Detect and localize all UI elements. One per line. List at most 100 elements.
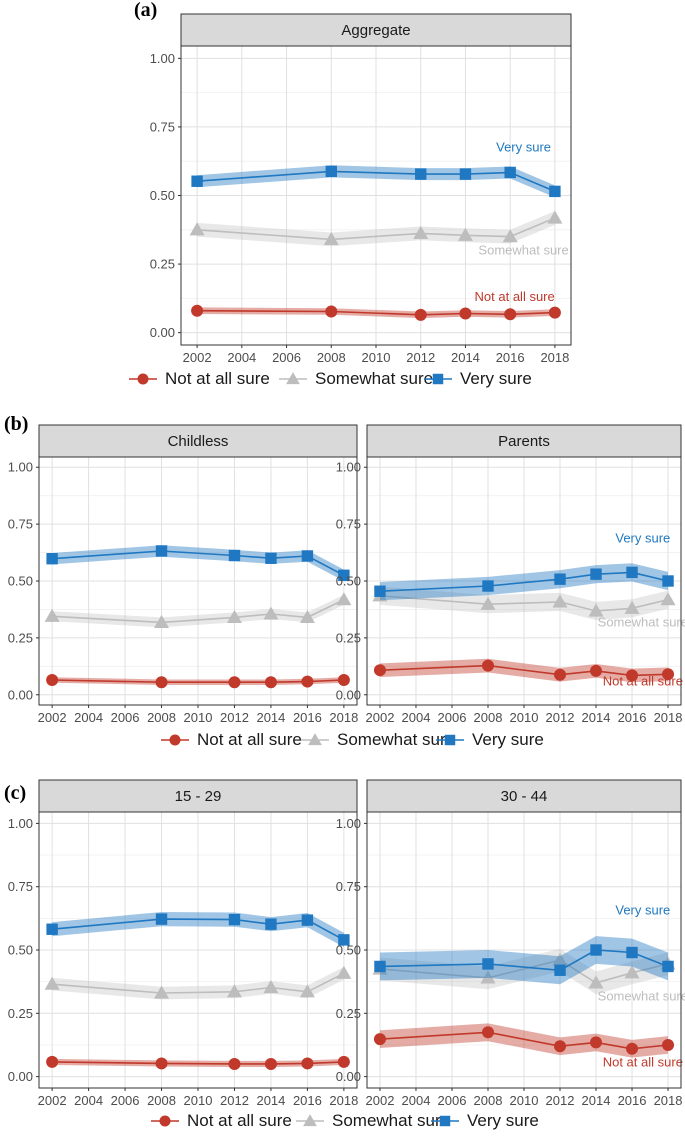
- x-tick-label: 2002: [183, 350, 212, 365]
- series-some: [44, 965, 352, 1000]
- series-some: Somewhat sure: [372, 948, 685, 1004]
- series-line: [379, 949, 669, 972]
- legend-key-not: [137, 373, 149, 385]
- data-point: [228, 913, 241, 926]
- y-tick-label: 0.75: [150, 119, 175, 134]
- x-tick-label: 2004: [74, 1093, 103, 1108]
- data-point: [155, 545, 168, 557]
- x-tick-label: 2016: [293, 710, 322, 725]
- gridlines: [181, 46, 571, 345]
- data-point: [481, 1026, 494, 1039]
- data-point: [374, 585, 386, 597]
- series-line: [197, 309, 555, 316]
- x-tick-label: 2016: [618, 710, 647, 725]
- x-tick-label: 2002: [38, 1093, 67, 1108]
- facet-title: Childless: [168, 433, 229, 450]
- facet-title: 15 - 29: [175, 788, 222, 805]
- series-line: [52, 598, 345, 624]
- data-point: [588, 975, 604, 989]
- data-point: [337, 673, 350, 686]
- y-tick-label: 1.00: [336, 460, 361, 475]
- x-tick-label: 2016: [293, 1093, 322, 1108]
- data-point: [264, 1057, 277, 1070]
- legend-key-not: [159, 1115, 171, 1127]
- x-tick-label: 2014: [582, 710, 611, 725]
- y-tick-label: 0.75: [8, 517, 33, 532]
- y-axis: 0.00 0.25 0.50 0.75 1.00: [336, 816, 367, 1084]
- x-tick-label: 2006: [438, 710, 467, 725]
- x-tick-label: 2012: [220, 710, 249, 725]
- series-line: [379, 571, 669, 592]
- facet-strip: [366, 424, 682, 458]
- x-tick-label: 2018: [329, 1093, 358, 1108]
- panel-letter: (c): [4, 782, 26, 804]
- x-tick-label: 2004: [74, 710, 103, 725]
- data-point: [189, 222, 205, 236]
- data-point: [373, 1033, 386, 1046]
- panel-0: Aggregate Not at all sure Somewhat sure Ver…: [150, 13, 572, 365]
- legend: Not at all sure Somewhat sure Very sure: [129, 369, 532, 388]
- legend-key-some: [303, 1114, 317, 1127]
- x-tick-label: 2010: [510, 710, 539, 725]
- data-point: [154, 614, 170, 629]
- gridlines: [39, 812, 357, 1088]
- data-point: [191, 175, 203, 187]
- series-some: Somewhat sure: [189, 210, 569, 257]
- data-point: [554, 573, 566, 585]
- legend-key-not: [169, 734, 181, 746]
- legend-key-very: [432, 373, 444, 385]
- series-annotation: Very sure: [615, 903, 670, 918]
- series-very: Very sure: [191, 140, 561, 198]
- y-tick-label: 0.75: [336, 879, 361, 894]
- legend-label-some: Somewhat sure: [332, 1111, 450, 1130]
- legend-label-very: Very sure: [467, 1111, 539, 1130]
- y-tick-label: 0.25: [8, 1006, 33, 1021]
- data-point: [457, 227, 473, 241]
- data-point: [155, 913, 168, 925]
- data-point: [46, 1055, 59, 1068]
- x-tick-label: 2006: [272, 350, 301, 365]
- y-tick-label: 0.00: [8, 1069, 33, 1084]
- y-tick-label: 0.00: [336, 687, 361, 702]
- x-tick-label: 2008: [147, 710, 176, 725]
- y-tick-label: 0.75: [336, 517, 361, 532]
- data-point: [228, 676, 241, 689]
- series-line: [379, 1031, 669, 1050]
- series-annotation: Very sure: [496, 140, 551, 155]
- data-point: [480, 596, 496, 610]
- gridlines: [39, 457, 357, 705]
- confidence-band: [52, 594, 344, 628]
- legend: Not at all sure Somewhat sure Very sure: [161, 730, 544, 749]
- panel-letter: (a): [134, 0, 157, 21]
- data-point: [554, 668, 567, 681]
- data-point: [338, 934, 350, 946]
- data-point: [662, 1038, 675, 1051]
- x-tick-label: 2004: [227, 350, 256, 365]
- panel-4: 30 - 44 Not at all sure Somewhat sure Very …: [336, 779, 685, 1108]
- legend-label-very: Very sure: [472, 730, 544, 749]
- series-annotation: Somewhat sure: [478, 242, 568, 257]
- data-point: [459, 168, 472, 180]
- legend-label-not: Not at all sure: [165, 369, 270, 388]
- data-point: [588, 603, 604, 617]
- series-line: [197, 170, 556, 193]
- x-tick-label: 2008: [317, 350, 346, 365]
- x-tick-label: 2014: [256, 710, 285, 725]
- data-point: [504, 308, 517, 321]
- series-annotation: Not at all sure: [475, 289, 555, 304]
- x-tick-label: 2008: [474, 710, 503, 725]
- y-tick-label: 0.00: [150, 325, 175, 340]
- y-tick-label: 1.00: [150, 51, 175, 66]
- y-tick-label: 0.50: [8, 574, 33, 589]
- x-tick-label: 2006: [438, 1093, 467, 1108]
- series-line: [379, 595, 669, 612]
- x-tick-label: 2012: [406, 350, 435, 365]
- data-point: [265, 918, 277, 930]
- data-point: [590, 664, 603, 677]
- legend: Not at all sure Somewhat sure Very sure: [151, 1111, 539, 1130]
- data-point: [552, 594, 568, 608]
- legend-label-very: Very sure: [460, 369, 532, 388]
- data-point: [554, 964, 566, 976]
- legend-label-not: Not at all sure: [187, 1111, 292, 1130]
